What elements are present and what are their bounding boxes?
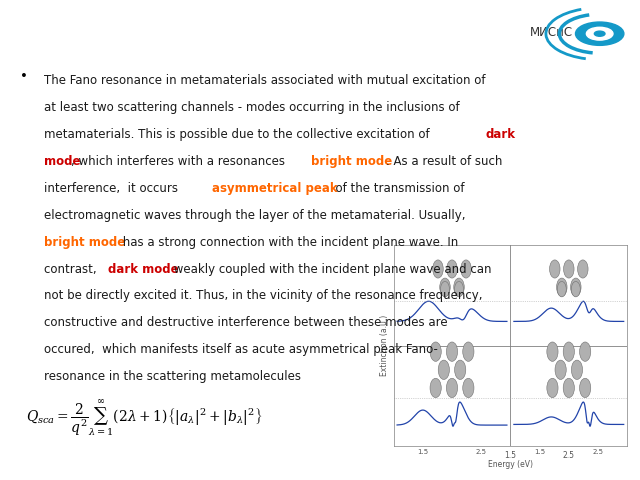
Text: has a strong connection with the incident plane wave. In: has a strong connection with the inciden… — [118, 236, 458, 249]
Circle shape — [440, 281, 449, 297]
Text: mode: mode — [44, 155, 80, 168]
Circle shape — [454, 360, 466, 380]
Text: Energy (eV): Energy (eV) — [488, 459, 533, 468]
Circle shape — [586, 27, 613, 40]
Text: •: • — [20, 70, 28, 83]
Circle shape — [570, 278, 581, 296]
Circle shape — [430, 378, 441, 397]
Circle shape — [446, 378, 458, 397]
Text: resonance in the scattering metamolecules: resonance in the scattering metamolecule… — [44, 370, 301, 383]
Text: 2.5: 2.5 — [563, 452, 575, 460]
Circle shape — [463, 378, 474, 397]
Circle shape — [461, 260, 471, 278]
Circle shape — [447, 260, 457, 278]
Circle shape — [563, 378, 575, 397]
Circle shape — [575, 22, 624, 46]
Circle shape — [547, 342, 558, 361]
Circle shape — [580, 378, 591, 397]
Circle shape — [454, 278, 464, 296]
Text: dark mode: dark mode — [108, 263, 179, 276]
Circle shape — [550, 260, 560, 278]
Text: Fano- resonance: Fano- resonance — [125, 20, 381, 47]
Circle shape — [564, 260, 574, 278]
Text: Extinction (a.u.): Extinction (a.u.) — [380, 315, 388, 376]
Text: at least two scattering channels - modes occurring in the inclusions of: at least two scattering channels - modes… — [44, 101, 459, 114]
Text: asymmetrical peak: asymmetrical peak — [212, 182, 338, 195]
Text: bright mode: bright mode — [44, 236, 125, 249]
Circle shape — [555, 360, 566, 380]
Text: electromagnetic waves through the layer of the metamaterial. Usually,: electromagnetic waves through the layer … — [44, 209, 465, 222]
Text: bright mode: bright mode — [311, 155, 392, 168]
Circle shape — [438, 360, 449, 380]
Circle shape — [547, 378, 558, 397]
Circle shape — [557, 281, 566, 297]
Circle shape — [557, 278, 567, 296]
Circle shape — [577, 260, 588, 278]
Text: МИСиС: МИСиС — [530, 26, 573, 39]
Text: , which interferes with a resonances: , which interferes with a resonances — [71, 155, 289, 168]
Text: 1.5: 1.5 — [504, 452, 516, 460]
Text: $Q_{sca} = \dfrac{2}{q^2}\sum_{\lambda=1}^{\infty}(2\lambda+1)\left\{|a_{\lambda: $Q_{sca} = \dfrac{2}{q^2}\sum_{\lambda=1… — [26, 397, 262, 438]
Circle shape — [563, 342, 575, 361]
Text: The Fano resonance in metamaterials associated with mutual excitation of: The Fano resonance in metamaterials asso… — [44, 74, 485, 87]
Text: metamaterials. This is possible due to the collective excitation of: metamaterials. This is possible due to t… — [44, 128, 433, 141]
Text: occured,  which manifests itself as acute asymmetrical peak Fano-: occured, which manifests itself as acute… — [44, 343, 437, 356]
Circle shape — [572, 360, 582, 380]
Text: 2.5: 2.5 — [593, 449, 604, 456]
Text: 1.5: 1.5 — [417, 449, 428, 456]
Circle shape — [572, 281, 580, 297]
Text: dark: dark — [485, 128, 515, 141]
Text: weakly coupled with the incident plane wave and can: weakly coupled with the incident plane w… — [170, 263, 492, 276]
Text: not be directly excited it. Thus, in the vicinity of the resonance frequency,: not be directly excited it. Thus, in the… — [44, 289, 482, 302]
Text: contrast,: contrast, — [44, 263, 100, 276]
Text: constructive and destructive interference between these modes are: constructive and destructive interferenc… — [44, 316, 447, 329]
Circle shape — [446, 342, 458, 361]
Text: interference,  it occurs: interference, it occurs — [44, 182, 185, 195]
Circle shape — [463, 342, 474, 361]
Text: of the transmission of: of the transmission of — [328, 182, 465, 195]
Circle shape — [440, 278, 451, 296]
Circle shape — [433, 260, 444, 278]
Circle shape — [430, 342, 441, 361]
Circle shape — [595, 31, 605, 36]
Circle shape — [454, 281, 463, 297]
Text: 1.5: 1.5 — [534, 449, 545, 456]
Text: . As a result of such: . As a result of such — [386, 155, 502, 168]
Circle shape — [580, 342, 591, 361]
Text: 2.5: 2.5 — [476, 449, 486, 456]
